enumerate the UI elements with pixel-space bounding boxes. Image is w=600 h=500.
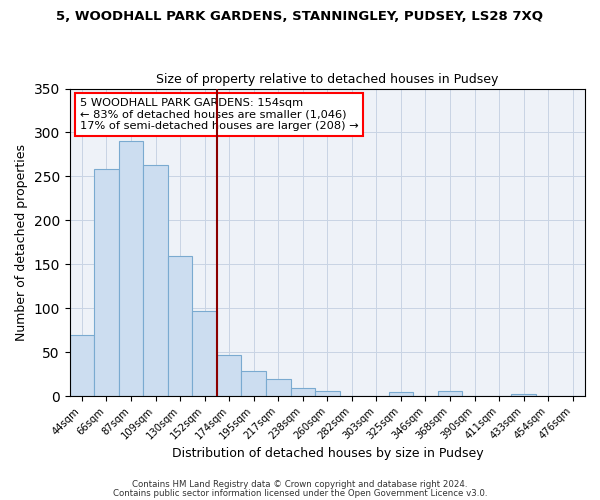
X-axis label: Distribution of detached houses by size in Pudsey: Distribution of detached houses by size … [172, 447, 483, 460]
Text: Contains HM Land Registry data © Crown copyright and database right 2024.: Contains HM Land Registry data © Crown c… [132, 480, 468, 489]
Text: Contains public sector information licensed under the Open Government Licence v3: Contains public sector information licen… [113, 488, 487, 498]
Bar [290, 388, 315, 396]
Bar [193, 311, 217, 396]
Text: 5 WOODHALL PARK GARDENS: 154sqm
← 83% of detached houses are smaller (1,046)
17%: 5 WOODHALL PARK GARDENS: 154sqm ← 83% of… [80, 98, 359, 131]
Bar [389, 392, 413, 396]
Bar [266, 380, 290, 396]
Bar [143, 165, 168, 396]
Bar [217, 355, 241, 396]
Y-axis label: Number of detached properties: Number of detached properties [15, 144, 28, 341]
Bar [438, 391, 462, 396]
Bar [168, 256, 193, 396]
Bar [70, 334, 94, 396]
Bar [94, 170, 119, 396]
Bar [241, 370, 266, 396]
Text: 5, WOODHALL PARK GARDENS, STANNINGLEY, PUDSEY, LS28 7XQ: 5, WOODHALL PARK GARDENS, STANNINGLEY, P… [56, 10, 544, 23]
Bar [315, 391, 340, 396]
Bar [511, 394, 536, 396]
Bar [119, 142, 143, 396]
Title: Size of property relative to detached houses in Pudsey: Size of property relative to detached ho… [156, 73, 499, 86]
